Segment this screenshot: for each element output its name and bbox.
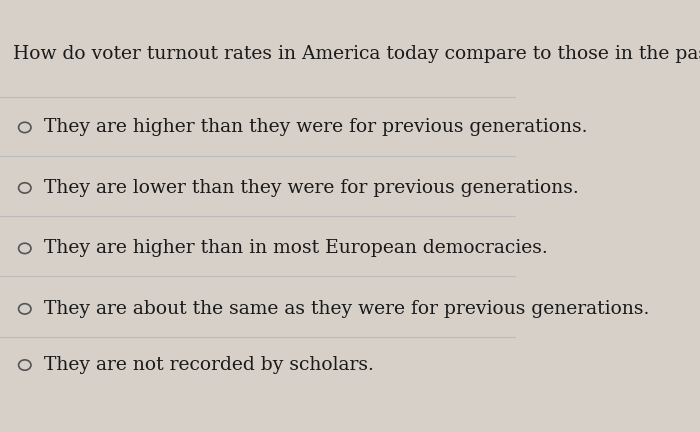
Text: How do voter turnout rates in America today compare to those in the past?: How do voter turnout rates in America to…: [13, 45, 700, 64]
Text: They are about the same as they were for previous generations.: They are about the same as they were for…: [44, 300, 650, 318]
Text: They are not recorded by scholars.: They are not recorded by scholars.: [44, 356, 374, 374]
Text: They are higher than in most European democracies.: They are higher than in most European de…: [44, 239, 547, 257]
Text: They are higher than they were for previous generations.: They are higher than they were for previ…: [44, 118, 587, 137]
Text: They are lower than they were for previous generations.: They are lower than they were for previo…: [44, 179, 579, 197]
